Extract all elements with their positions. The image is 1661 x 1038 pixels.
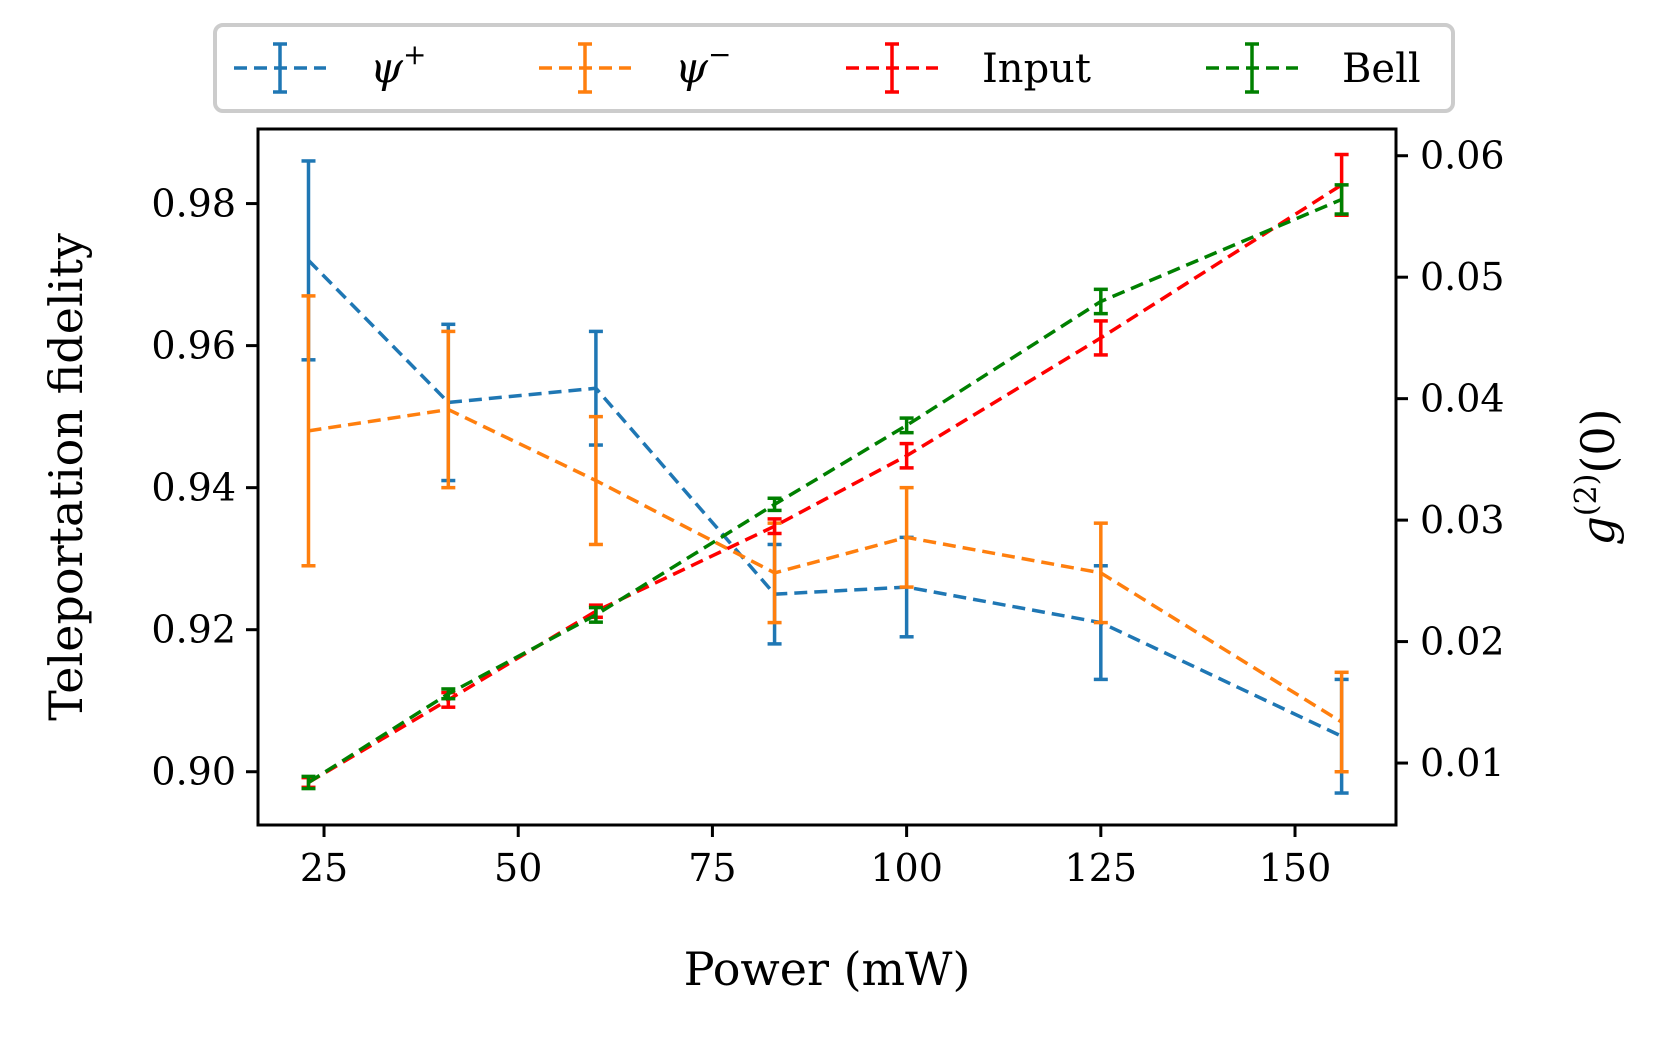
x-tick-label: 125 <box>1065 846 1138 890</box>
y-right-tick-label: 0.05 <box>1420 255 1505 299</box>
legend-label: Input <box>982 46 1091 92</box>
y-axis-left: 0.90 0.92 0.94 0.96 0.98 <box>151 182 258 794</box>
y-right-tick-label: 0.04 <box>1420 377 1505 421</box>
y-axis-right-title: g(2)(0) <box>1569 408 1625 545</box>
data-point <box>588 414 603 547</box>
data-point <box>588 605 603 624</box>
data-point <box>899 416 914 435</box>
y-right-tick-label: 0.03 <box>1420 498 1505 542</box>
x-axis: 25 50 75 100 125 150 <box>300 825 1331 890</box>
data-point <box>301 294 316 568</box>
data-point <box>899 485 914 589</box>
legend-label-sup: − <box>708 38 731 71</box>
y-left-tick-label: 0.96 <box>151 324 236 368</box>
data-point <box>1093 319 1108 357</box>
legend-label-base: ψ <box>675 43 709 92</box>
y-axis-right: 0.01 0.02 0.03 0.04 0.05 0.06 <box>1396 134 1505 785</box>
y-right-tick-label: 0.01 <box>1420 741 1505 785</box>
x-tick-label: 100 <box>870 846 943 890</box>
series-ψ-minus <box>301 294 1349 774</box>
y-axis-right-title-arg: (0) <box>1571 408 1625 473</box>
x-tick-label: 50 <box>494 846 542 890</box>
y-left-tick-label: 0.94 <box>151 466 236 510</box>
legend-label: Bell <box>1342 46 1421 92</box>
legend-item: Bell <box>1206 42 1421 94</box>
y-right-tick-label: 0.02 <box>1420 620 1505 664</box>
x-tick-label: 150 <box>1259 846 1332 890</box>
x-tick-label: 75 <box>688 846 736 890</box>
y-axis-left-title: Teleportation fidelity <box>39 233 93 721</box>
data-point <box>441 687 456 701</box>
legend-frame <box>213 23 1455 113</box>
data-point <box>767 496 782 513</box>
data-point <box>767 517 782 536</box>
data-point <box>1093 287 1108 316</box>
y-left-tick-label: 0.98 <box>151 182 236 226</box>
legend-item: ψ− <box>539 38 731 94</box>
legend-item: Input <box>846 42 1091 94</box>
data-point <box>899 441 914 470</box>
y-left-tick-label: 0.92 <box>151 608 236 652</box>
legend-label: ψ− <box>675 38 731 92</box>
data-point <box>441 329 456 490</box>
legend: ψ+ ψ− Input Bell <box>213 23 1455 113</box>
legend-label-base: ψ <box>370 43 404 92</box>
legend-label-base: Input <box>982 46 1091 92</box>
series-bell <box>301 183 1349 791</box>
plot-frame <box>256 127 1398 827</box>
y-axis-right-title-sup: (2) <box>1569 474 1604 517</box>
legend-label-sup: + <box>403 38 426 71</box>
y-axis-right-title-base: g <box>1571 516 1625 545</box>
x-axis-title: Power (mW) <box>684 942 971 996</box>
plot-area <box>301 152 1349 795</box>
data-point <box>301 774 316 791</box>
y-left-tick-label: 0.90 <box>151 750 236 794</box>
legend-item: ψ+ <box>234 38 426 94</box>
data-point <box>1334 183 1349 216</box>
legend-label-base: Bell <box>1342 46 1421 92</box>
y-right-tick-label: 0.06 <box>1420 134 1505 178</box>
data-point <box>1093 521 1108 625</box>
x-tick-label: 25 <box>300 846 348 890</box>
data-point <box>1334 670 1349 774</box>
legend-label: ψ+ <box>370 38 426 92</box>
